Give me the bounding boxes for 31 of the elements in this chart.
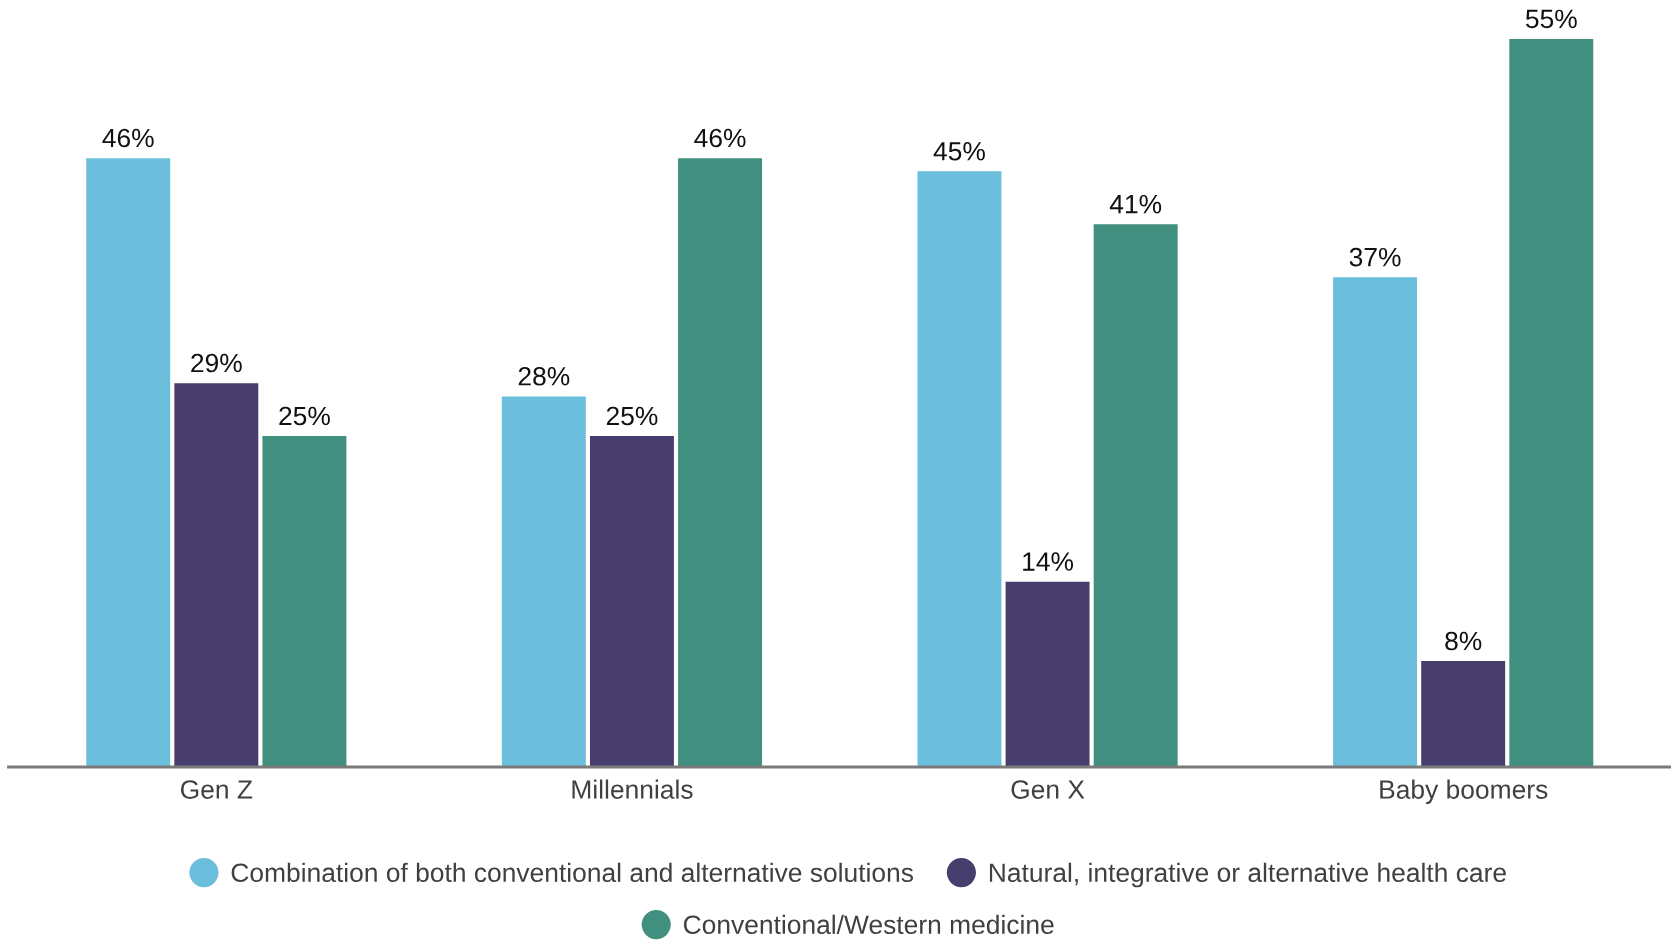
data-label: 14% <box>1023 552 1074 571</box>
data-label: 45% <box>933 142 985 161</box>
data-label: 25% <box>606 406 658 426</box>
bar <box>86 158 171 767</box>
legend-label: Conventional/Western medicine <box>683 914 1054 935</box>
data-label: 46% <box>102 128 154 148</box>
legend-label: Combination of both conventional and alternative solutions <box>231 862 913 883</box>
bar <box>589 436 674 767</box>
data-label: 8% <box>1445 631 1482 651</box>
x-tick-label: Baby boomers <box>1380 779 1548 805</box>
bar <box>1333 277 1418 767</box>
bar <box>1005 581 1090 767</box>
bar <box>262 436 347 767</box>
bar <box>1093 224 1178 767</box>
bar <box>1421 661 1506 767</box>
data-label: 55% <box>1525 9 1577 29</box>
bar <box>1509 39 1594 767</box>
data-label: 25% <box>279 406 330 426</box>
x-tick-label: Gen X <box>1011 780 1085 799</box>
data-label: 46% <box>694 128 746 148</box>
bar <box>501 396 586 767</box>
bar <box>174 383 259 767</box>
data-label: 29% <box>191 353 242 373</box>
data-label: 41% <box>1109 194 1162 214</box>
x-tick-label: Gen Z <box>180 780 253 799</box>
x-tick-label: Millennials <box>572 779 693 799</box>
legend-label: Natural, integrative or alternative health care <box>989 862 1506 888</box>
bar <box>678 158 763 767</box>
data-label: 28% <box>518 366 570 386</box>
data-label: 37% <box>1349 247 1401 267</box>
bar <box>917 171 1002 767</box>
